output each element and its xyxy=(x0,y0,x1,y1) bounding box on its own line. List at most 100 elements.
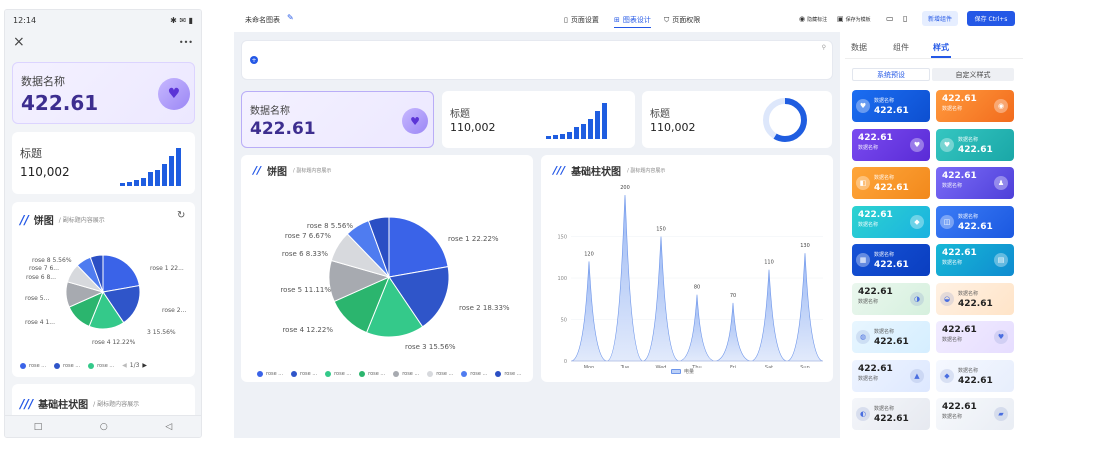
style-preset-tile[interactable]: ♥ 数据名称 422.61 xyxy=(852,128,930,161)
style-preset-tile[interactable]: ♥ 数据名称 422.61 xyxy=(852,90,930,122)
legend-prev-icon[interactable]: ◀ xyxy=(122,362,127,369)
area-spike[interactable] xyxy=(714,302,752,362)
tile-label: 数据名称 xyxy=(874,252,895,258)
status-time: 12:14 xyxy=(13,15,37,25)
style-preset-tile[interactable]: ▦ 数据名称 422.61 xyxy=(852,244,930,276)
tile-icon: ♥ xyxy=(940,137,954,152)
tab-underline xyxy=(931,56,951,58)
more-icon[interactable]: ••• xyxy=(178,37,193,47)
value-label: 120 xyxy=(584,251,594,257)
style-preset-tile[interactable]: ♥ 数据名称 422.61 xyxy=(936,321,1014,353)
pie-slice[interactable] xyxy=(388,265,450,328)
edit-icon[interactable]: ✎ xyxy=(287,13,294,22)
refresh-icon[interactable]: ↻ xyxy=(177,210,186,221)
phone-header: × ••• xyxy=(5,30,201,54)
style-preset-tile[interactable]: ◆ 数据名称 422.61 xyxy=(936,359,1014,392)
style-preset-tile[interactable]: ◒ 数据名称 422.61 xyxy=(936,282,1014,315)
tile-icon: ▤ xyxy=(994,253,1008,267)
chart-slash-icon: // xyxy=(253,164,262,177)
legend-item[interactable]: rose ... xyxy=(495,371,521,377)
tab-page-settings[interactable]: ▯ 页面设置 xyxy=(564,16,599,24)
tab-page-permission[interactable]: ⛉ 页面权限 xyxy=(664,15,701,25)
canvas-card-ring[interactable]: 标题 110,002 xyxy=(642,91,832,148)
pie-data-label: rose 3 15.56% xyxy=(405,343,456,351)
tile-value: 422.61 xyxy=(874,183,909,193)
area-spike[interactable] xyxy=(678,294,716,362)
legend-item[interactable]: rose ... xyxy=(427,371,453,377)
style-preset-tile[interactable]: ◐ 数据名称 422.61 xyxy=(852,398,930,430)
back-nav-icon[interactable]: ◁ xyxy=(165,421,173,432)
style-preset-tile[interactable]: ◑ 数据名称 422.61 xyxy=(852,282,930,315)
tab-chart-design[interactable]: ⊞ 图表设计 xyxy=(614,15,651,28)
phone-card-value: 422.61 xyxy=(21,91,99,115)
legend-next-icon[interactable]: ▶ xyxy=(142,362,148,369)
style-preset-tile[interactable]: ♥ 数据名称 422.61 xyxy=(936,128,1014,161)
canvas-card-bars[interactable]: 标题 110,002 xyxy=(442,91,635,148)
canvas-bar-card[interactable]: /// 基础柱状图 / 副标题内容展示 0 50 100 150 120 Mon 200 Tu… xyxy=(541,155,833,382)
pie-slice[interactable] xyxy=(102,254,141,293)
legend-item[interactable]: rose ... xyxy=(325,371,351,377)
phone-card-label: 数据名称 xyxy=(21,75,65,88)
pie-slice[interactable] xyxy=(388,216,449,278)
add-widget-button[interactable]: 新增组件 xyxy=(922,11,958,26)
style-preset-tile[interactable]: ◉ 数据名称 422.61 xyxy=(936,90,1014,122)
tile-value: 422.61 xyxy=(942,94,977,104)
desktop-icon[interactable]: ▭ xyxy=(886,14,894,23)
mobile-icon[interactable]: ▯ xyxy=(903,14,908,23)
home-nav-icon[interactable]: ○ xyxy=(99,421,108,432)
style-preset-tile[interactable]: ◧ 数据名称 422.61 xyxy=(852,167,930,199)
tab-data[interactable]: 数据 xyxy=(851,43,867,52)
eye-icon: ◉ xyxy=(799,15,806,23)
legend-item[interactable]: rose ... xyxy=(291,371,317,377)
legend-item[interactable]: rose ... xyxy=(461,371,487,377)
style-preset-tile[interactable]: ◆ 数据名称 422.61 xyxy=(852,205,930,238)
area-spike[interactable] xyxy=(642,236,680,362)
filter-bar[interactable]: + ⚲ xyxy=(241,40,833,80)
pie-slice[interactable] xyxy=(367,216,390,278)
tile-icon: ◆ xyxy=(940,368,954,383)
hide-annotation-button[interactable]: ◉ 隐藏标注 xyxy=(799,15,828,23)
pin-icon[interactable]: ⚲ xyxy=(821,44,826,51)
preset-toggle[interactable]: 系统预设 xyxy=(852,68,930,81)
style-preset-tile[interactable]: ▰ 数据名称 422.61 xyxy=(936,398,1014,430)
value-label: 80 xyxy=(694,285,700,291)
tile-value: 422.61 xyxy=(874,260,909,270)
area-spike[interactable] xyxy=(606,194,644,362)
legend-item[interactable]: rose ... xyxy=(359,371,385,377)
phone-pie-title: 饼图 xyxy=(33,216,54,227)
add-filter-icon[interactable]: + xyxy=(250,56,258,64)
pie-slice[interactable] xyxy=(89,254,104,293)
legend-item[interactable]: rose ... xyxy=(393,371,419,377)
tile-value: 422.61 xyxy=(874,414,909,424)
tile-icon: ◧ xyxy=(856,176,870,190)
style-preset-tile[interactable]: ◫ 数据名称 422.61 xyxy=(936,205,1014,238)
save-button[interactable]: 保存 Ctrl+s xyxy=(967,11,1015,26)
square-nav-icon[interactable]: □ xyxy=(33,421,43,432)
area-spike[interactable] xyxy=(786,253,824,362)
tab-style[interactable]: 样式 xyxy=(933,43,949,52)
style-preset-tile[interactable]: ◍ 数据名称 422.61 xyxy=(852,321,930,353)
custom-style-toggle[interactable]: 自定义样式 xyxy=(932,68,1014,81)
chart-name[interactable]: 未命名图表 xyxy=(245,16,280,24)
chart-slash-icon: // xyxy=(20,212,29,227)
pie-slice[interactable] xyxy=(102,284,141,324)
x-tick-label: Tue xyxy=(620,365,630,368)
style-preset-tile[interactable]: ♟ 数据名称 422.61 xyxy=(936,167,1014,199)
area-spike[interactable] xyxy=(570,261,608,362)
legend-item[interactable]: rose ... xyxy=(257,371,283,377)
canvas-pie-card[interactable]: // 饼图 / 副标题内容展示 rose 1 22.22% rose 2 18.3… xyxy=(241,155,533,382)
canvas-card-label: 数据名称 xyxy=(250,106,290,117)
value-label: 130 xyxy=(800,243,810,249)
tile-icon: ◍ xyxy=(856,330,870,344)
area-spike[interactable] xyxy=(750,269,788,362)
legend-item: 电量 xyxy=(684,369,695,375)
value-label: 200 xyxy=(620,185,630,191)
canvas-card-data[interactable]: 数据名称 422.61 ♥ xyxy=(241,91,434,148)
tile-icon: ◫ xyxy=(940,214,954,229)
pie-slice[interactable] xyxy=(365,275,424,338)
style-preset-tile[interactable]: ▤ 数据名称 422.61 xyxy=(936,244,1014,276)
tab-components[interactable]: 组件 xyxy=(893,43,909,52)
style-preset-tile[interactable]: ▲ 数据名称 422.61 xyxy=(852,359,930,392)
save-template-button[interactable]: ▣ 保存为模板 xyxy=(837,15,871,23)
close-icon[interactable]: × xyxy=(13,34,25,50)
